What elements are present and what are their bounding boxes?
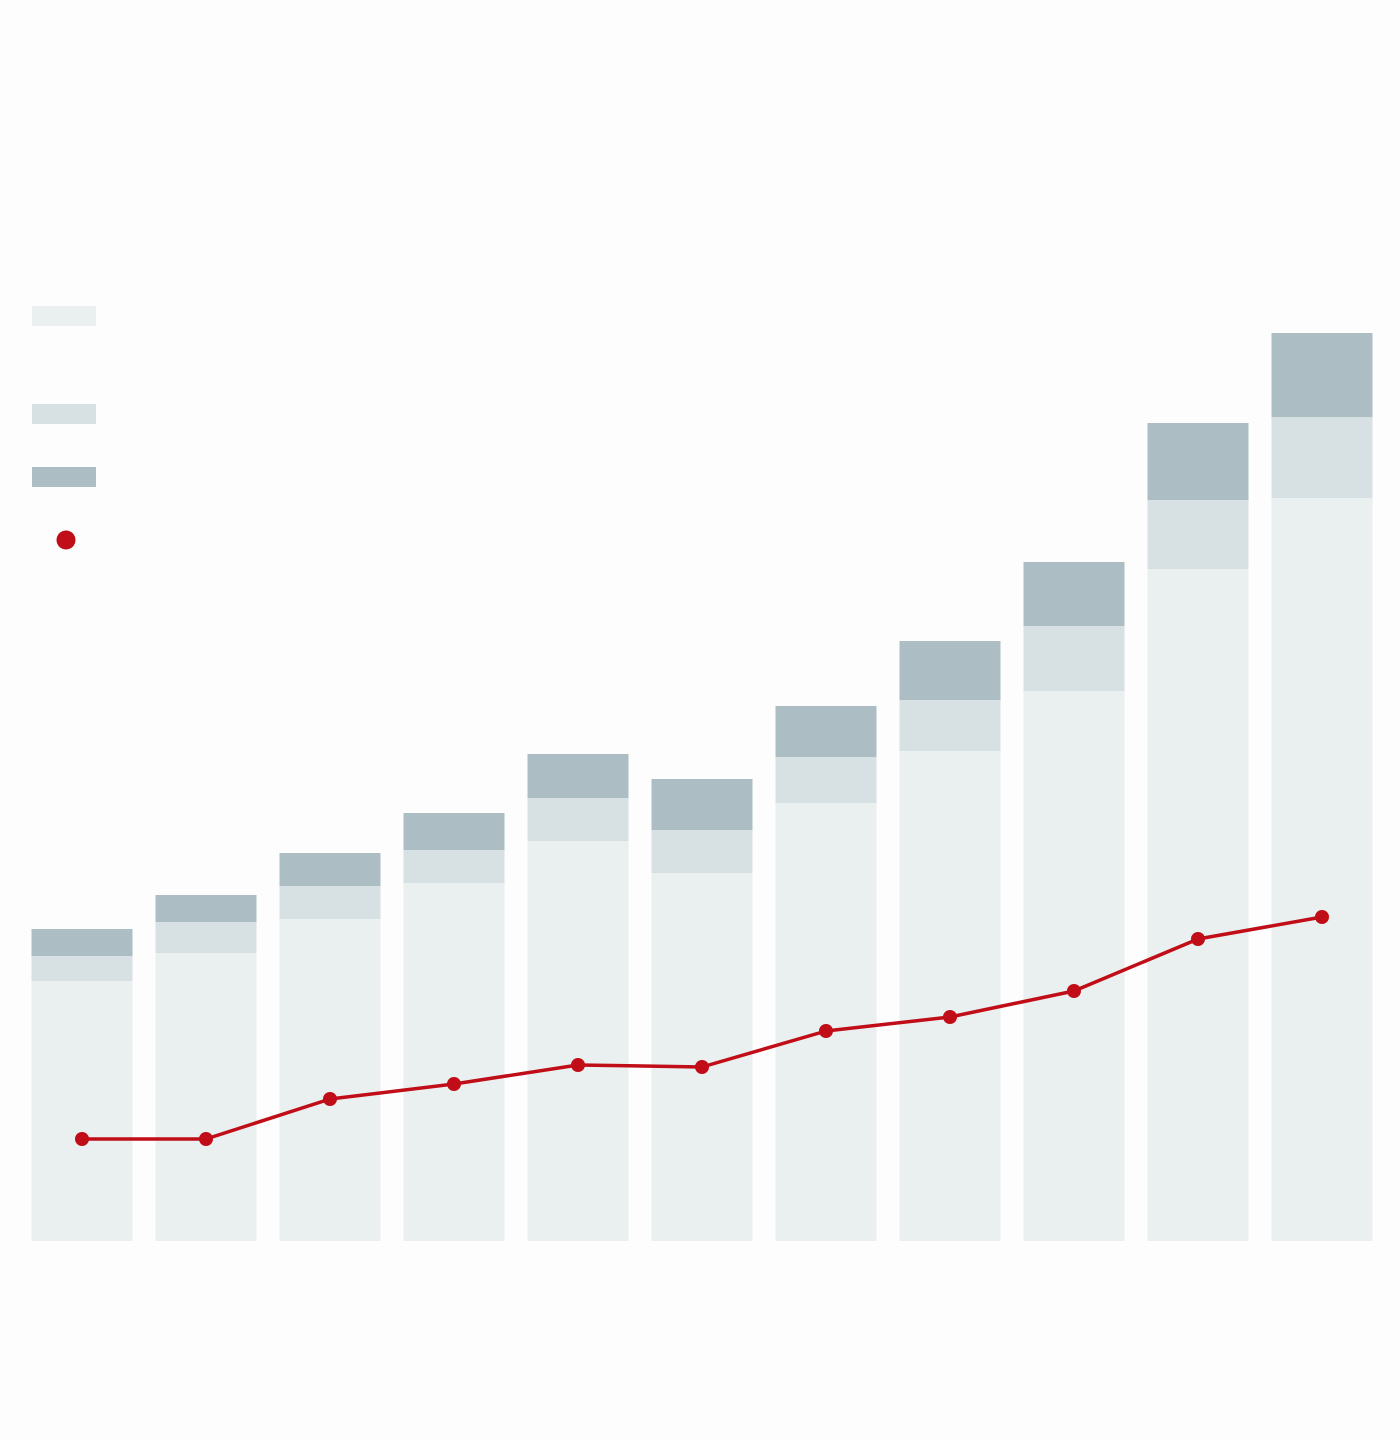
bar-segment-1-11 [1271,498,1373,1241]
line-series [75,910,1329,1146]
legend-swatch-2 [32,404,96,424]
line-point-9 [1067,984,1081,998]
bar-segment-1-2 [155,953,257,1241]
bar-segment-2-6 [651,830,753,873]
bar-segment-3-4 [403,813,505,850]
bar-segment-2-4 [403,850,505,883]
bar-stacks [31,333,1373,1241]
bar-segment-3-2 [155,895,257,922]
bar-segment-3-10 [1147,423,1249,500]
bar-segment-3-8 [899,641,1001,700]
bar-segment-2-2 [155,922,257,953]
bar-segment-2-5 [527,798,629,841]
legend [32,306,96,550]
bar-segment-2-1 [31,956,133,981]
legend-swatch-3 [32,467,96,487]
bar-segment-1-9 [1023,691,1125,1241]
line-point-11 [1315,910,1329,924]
line-point-8 [943,1010,957,1024]
bar-segment-1-8 [899,751,1001,1241]
bar-segment-2-3 [279,886,381,919]
bar-segment-3-3 [279,853,381,886]
legend-swatch-1 [32,306,96,326]
line-point-6 [695,1060,709,1074]
bar-segment-1-3 [279,919,381,1241]
line-point-5 [571,1058,585,1072]
bar-segment-3-9 [1023,562,1125,626]
bar-segment-1-4 [403,883,505,1241]
bar-segment-3-1 [31,929,133,956]
line-point-1 [75,1132,89,1146]
bar-segment-3-5 [527,754,629,798]
line-point-7 [819,1024,833,1038]
legend-swatch-4 [56,530,76,550]
bar-segment-1-1 [31,981,133,1241]
line-point-4 [447,1077,461,1091]
bar-segment-2-8 [899,700,1001,751]
line-point-10 [1191,932,1205,946]
bar-segment-2-7 [775,757,877,803]
bar-segment-3-11 [1271,333,1373,417]
bar-segment-2-10 [1147,500,1249,569]
line-point-2 [199,1132,213,1146]
bar-segment-1-10 [1147,569,1249,1241]
bar-segment-1-7 [775,803,877,1241]
bar-segment-2-9 [1023,626,1125,691]
bar-segment-2-11 [1271,417,1373,498]
bar-segment-3-7 [775,706,877,757]
bar-segment-1-5 [527,841,629,1241]
bar-segment-3-6 [651,779,753,830]
line-point-3 [323,1092,337,1106]
